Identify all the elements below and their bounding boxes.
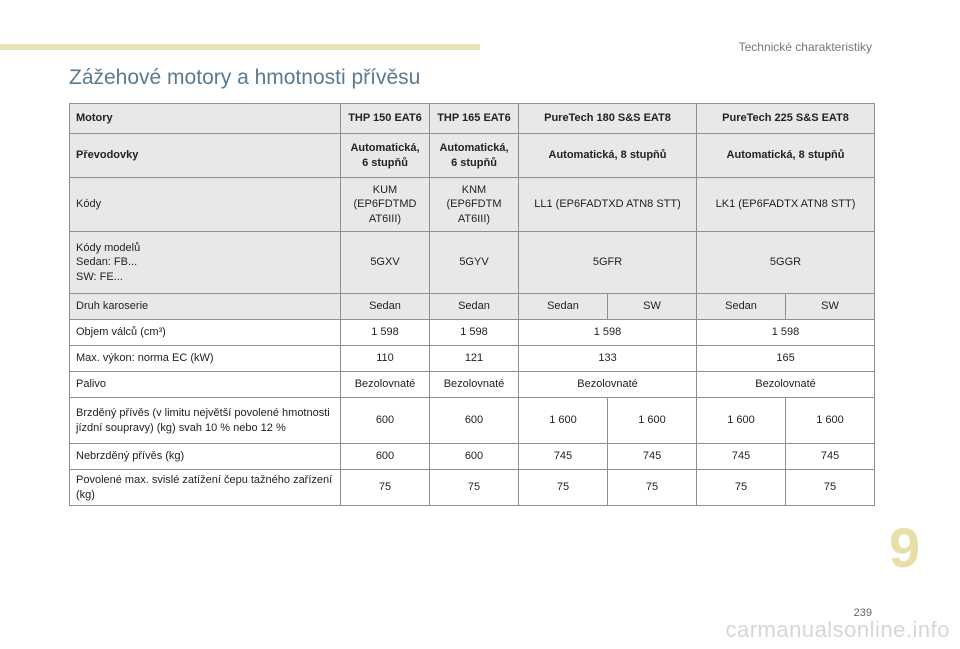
- row-label-gearboxes: Převodovky: [69, 133, 341, 178]
- cell-power: 165: [696, 345, 876, 372]
- cell-gearbox: Automatická, 8 stupňů: [517, 133, 698, 178]
- cell-model-code: 5GGR: [696, 231, 876, 294]
- table-row-braked-trailer: Brzděný přívěs (v limitu největší povole…: [69, 397, 876, 444]
- cell-displacement: 1 598: [429, 319, 519, 346]
- row-label-codes: Kódy: [69, 177, 341, 232]
- cell-towbar-load: 75: [696, 469, 787, 506]
- cell-code: LL1 (EP6FADTXD ATN8 STT): [517, 177, 698, 232]
- row-label-body-type: Druh karoserie: [69, 293, 341, 320]
- cell-towbar-load: 75: [606, 469, 698, 506]
- cell-code: KUM (EP6FDTMD AT6III): [340, 177, 430, 232]
- cell-fuel: Bezolovnaté: [517, 371, 698, 398]
- cell-displacement: 1 598: [517, 319, 698, 346]
- table-row-towbar-load: Povolené max. svislé zatížení čepu tažné…: [69, 469, 876, 506]
- cell-unbraked-trailer: 745: [606, 443, 698, 470]
- table-row-fuel: Palivo Bezolovnaté Bezolovnaté Bezolovna…: [69, 371, 876, 398]
- row-label-displacement: Objem válců (cm³): [69, 319, 341, 346]
- table-row-codes: Kódy KUM (EP6FDTMD AT6III) KNM (EP6FDTM …: [69, 177, 876, 232]
- cell-fuel: Bezolovnaté: [340, 371, 430, 398]
- row-label-power: Max. výkon: norma EC (kW): [69, 345, 341, 372]
- cell-towbar-load: 75: [518, 469, 608, 506]
- specifications-table: Motory THP 150 EAT6 THP 165 EAT6 PureTec…: [69, 103, 876, 506]
- row-label-fuel: Palivo: [69, 371, 341, 398]
- cell-engine: PureTech 180 S&S EAT8: [517, 103, 698, 134]
- model-codes-sw: SW: FE...: [76, 270, 123, 283]
- cell-power: 110: [340, 345, 430, 372]
- model-codes-heading: Kódy modelů: [76, 242, 141, 255]
- watermark: carmanualsonline.info: [725, 617, 950, 642]
- cell-model-code: 5GXV: [340, 231, 430, 294]
- cell-unbraked-trailer: 745: [696, 443, 787, 470]
- cell-engine: THP 165 EAT6: [429, 103, 519, 134]
- table-row-gearboxes: Převodovky Automatická, 6 stupňů Automat…: [69, 133, 876, 178]
- page-title: Zážehové motory a hmotnosti přívěsu: [69, 66, 421, 89]
- row-label-unbraked-trailer: Nebrzděný přívěs (kg): [69, 443, 341, 470]
- cell-braked-trailer: 600: [429, 397, 519, 444]
- cell-braked-trailer: 1 600: [518, 397, 608, 444]
- page-number: 239: [853, 607, 872, 619]
- cell-engine: PureTech 225 S&S EAT8: [696, 103, 876, 134]
- cell-gearbox: Automatická, 6 stupňů: [429, 133, 519, 178]
- cell-fuel: Bezolovnaté: [696, 371, 876, 398]
- table-row-model-codes: Kódy modelů Sedan: FB... SW: FE... 5GXV …: [69, 231, 876, 294]
- table-row-body-type: Druh karoserie Sedan Sedan Sedan SW Seda…: [69, 293, 876, 320]
- cell-body-type: SW: [606, 293, 698, 320]
- cell-gearbox: Automatická, 6 stupňů: [340, 133, 430, 178]
- cell-unbraked-trailer: 600: [429, 443, 519, 470]
- table-row-power: Max. výkon: norma EC (kW) 110 121 133 16…: [69, 345, 876, 372]
- table-row-engines: Motory THP 150 EAT6 THP 165 EAT6 PureTec…: [69, 103, 876, 134]
- cell-unbraked-trailer: 745: [785, 443, 876, 470]
- cell-braked-trailer: 1 600: [696, 397, 787, 444]
- cell-power: 121: [429, 345, 519, 372]
- table-row-unbraked-trailer: Nebrzděný přívěs (kg) 600 600 745 745 74…: [69, 443, 876, 470]
- cell-fuel: Bezolovnaté: [429, 371, 519, 398]
- cell-braked-trailer: 600: [340, 397, 430, 444]
- header-accent-bar: [0, 44, 480, 50]
- row-label-braked-trailer: Brzděný přívěs (v limitu největší povole…: [69, 397, 341, 444]
- cell-code: KNM (EP6FDTM AT6III): [429, 177, 519, 232]
- cell-towbar-load: 75: [785, 469, 876, 506]
- cell-body-type: Sedan: [340, 293, 430, 320]
- chapter-number: 9: [889, 516, 921, 579]
- cell-braked-trailer: 1 600: [606, 397, 698, 444]
- model-codes-sedan: Sedan: FB...: [76, 256, 138, 269]
- cell-body-type: SW: [785, 293, 876, 320]
- cell-displacement: 1 598: [696, 319, 876, 346]
- row-label-towbar-load: Povolené max. svislé zatížení čepu tažné…: [69, 469, 341, 506]
- cell-towbar-load: 75: [340, 469, 430, 506]
- cell-code: LK1 (EP6FADTX ATN8 STT): [696, 177, 876, 232]
- section-title: Technické charakteristiky: [738, 40, 872, 54]
- cell-gearbox: Automatická, 8 stupňů: [696, 133, 876, 178]
- cell-model-code: 5GYV: [429, 231, 519, 294]
- row-label-model-codes: Kódy modelů Sedan: FB... SW: FE...: [69, 231, 341, 294]
- cell-body-type: Sedan: [696, 293, 787, 320]
- cell-body-type: Sedan: [429, 293, 519, 320]
- cell-body-type: Sedan: [518, 293, 608, 320]
- cell-unbraked-trailer: 745: [518, 443, 608, 470]
- row-label-engines: Motory: [69, 103, 341, 134]
- cell-towbar-load: 75: [429, 469, 519, 506]
- cell-power: 133: [517, 345, 698, 372]
- cell-unbraked-trailer: 600: [340, 443, 430, 470]
- cell-model-code: 5GFR: [517, 231, 698, 294]
- cell-displacement: 1 598: [340, 319, 430, 346]
- cell-braked-trailer: 1 600: [785, 397, 876, 444]
- cell-engine: THP 150 EAT6: [340, 103, 430, 134]
- table-row-displacement: Objem válců (cm³) 1 598 1 598 1 598 1 59…: [69, 319, 876, 346]
